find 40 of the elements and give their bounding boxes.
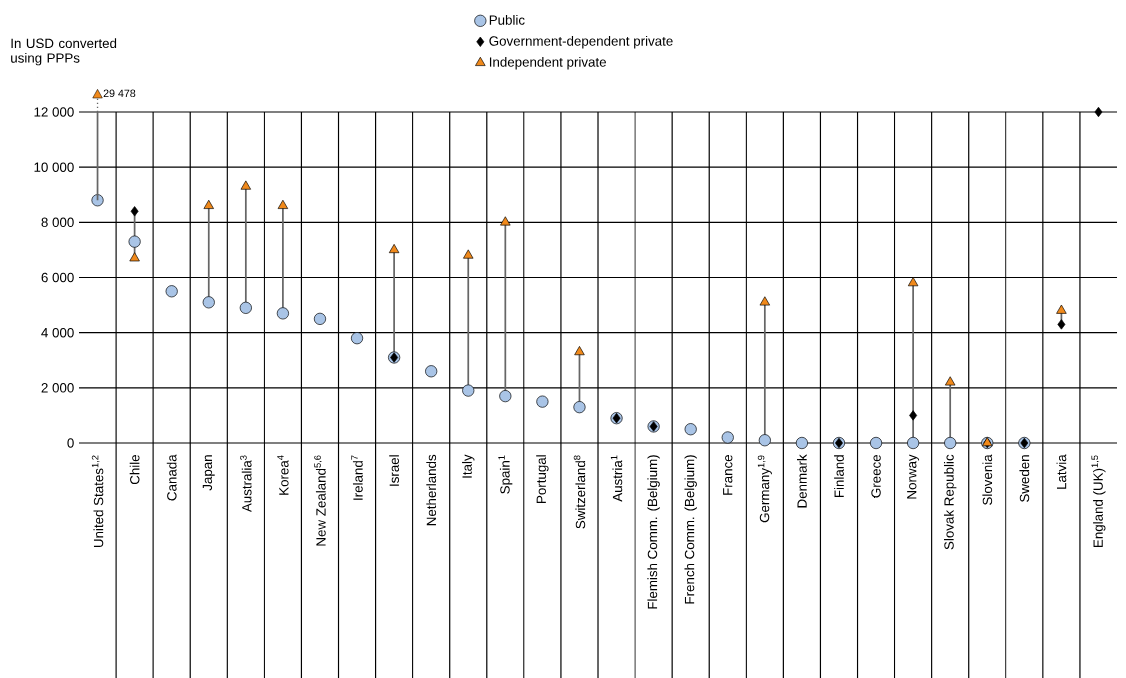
x-tick-label: Austria$^{1}$ — [610, 455, 623, 502]
x-tick-label: Italy — [462, 454, 475, 478]
x-tick-label: France — [723, 454, 733, 495]
x-tick-label: Australia$^{3}$ — [240, 455, 252, 513]
x-tick-label: French Comm. (Belgium) — [684, 455, 697, 604]
y-axis-title: In USD converted using PPPs — [11, 38, 117, 66]
y-tick-label: 0 — [67, 438, 74, 448]
x-tick-label: Ireland$^{7}$ — [351, 455, 363, 500]
x-tick-label: Portugal — [536, 455, 549, 503]
x-tick-label: Germany$^{1,9}$ — [757, 455, 772, 523]
x-tick-label: Sweden — [1019, 455, 1030, 502]
y-tick-label: 2 000 — [41, 383, 74, 393]
x-tick-label: Spain$^{1}$ — [498, 455, 513, 494]
legend-label: Public — [489, 14, 525, 25]
x-tick-label: Finland — [834, 455, 844, 498]
x-tick-label: Korea$^{4}$ — [277, 455, 289, 495]
x-tick-label: New Zealand$^{5,6}$ — [314, 455, 326, 546]
x-tick-label: United States$^{1,2}$ — [91, 455, 104, 548]
legend-label: Government-dependent private — [489, 35, 673, 49]
text: 29 478 — [103, 89, 136, 98]
legend-label: Independent private — [489, 56, 606, 70]
x-tick-label: Canada — [166, 454, 177, 501]
y-tick-label: 6 000 — [41, 272, 74, 283]
y-tick-label: 4 000 — [41, 327, 74, 338]
x-tick-label: Netherlands — [426, 454, 437, 526]
x-tick-label: Slovenia — [982, 454, 993, 505]
x-tick-label: Japan — [202, 455, 215, 491]
x-tick-label: Slovak Republic — [943, 454, 957, 550]
x-tick-label: Latvia — [1056, 454, 1067, 489]
y-tick-label: 10 000 — [34, 162, 74, 172]
x-tick-label: Norway — [907, 454, 920, 499]
x-tick-label: Denmark — [797, 454, 807, 508]
x-tick-label: Flemish Comm. (Belgium) — [647, 455, 660, 609]
x-tick-label: Chile — [129, 454, 140, 485]
y-tick-label: 8 000 — [41, 217, 74, 228]
x-tick-label: Greece — [871, 454, 881, 498]
x-tick-label: Switzerland$^{8}$ — [573, 455, 586, 529]
x-tick-label: Israel — [389, 455, 399, 486]
x-tick-label: England (UK)$^{1,5}$ — [1091, 455, 1106, 547]
y-tick-label: 12 000 — [34, 107, 74, 117]
